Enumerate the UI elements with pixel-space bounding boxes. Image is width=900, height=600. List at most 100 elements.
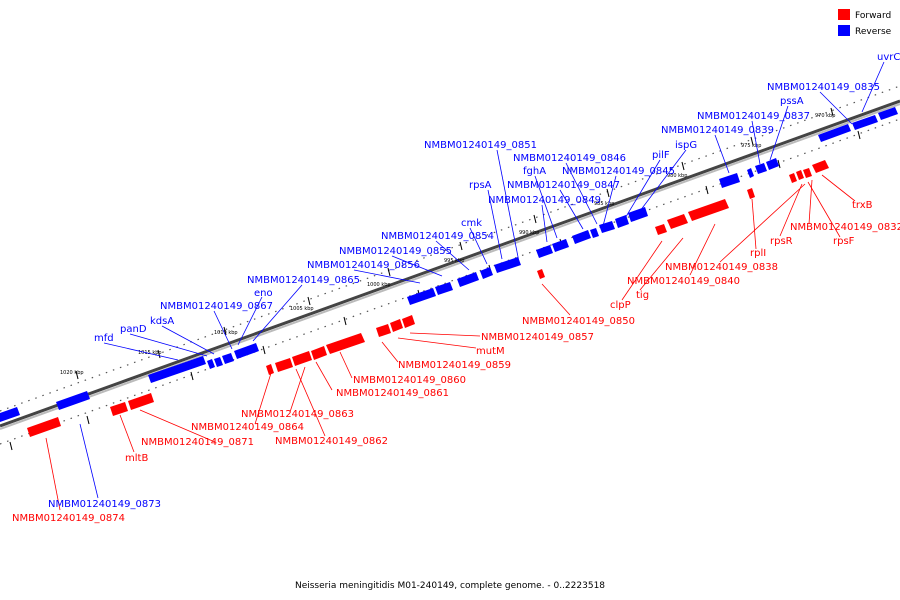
gene-label-reverse: NMBM01240149_0855 bbox=[339, 246, 452, 257]
gene-reverse bbox=[148, 356, 206, 383]
gene-reverse bbox=[615, 215, 629, 228]
gene-forward bbox=[655, 224, 667, 235]
gene-reverse bbox=[407, 288, 436, 305]
gene-forward bbox=[667, 214, 688, 229]
gene-label-forward: NMBM01240149_0832 bbox=[790, 222, 900, 233]
gene-forward bbox=[311, 346, 327, 360]
gene-label-reverse: NMBM01240149_0867 bbox=[160, 301, 273, 312]
gene-forward bbox=[326, 333, 365, 354]
gene-label-reverse: NMBM01240149_0847 bbox=[507, 180, 620, 191]
gene-reverse bbox=[457, 272, 479, 287]
gene-reverse bbox=[572, 230, 591, 244]
gene-label-reverse: NMBM01240149_0837 bbox=[697, 111, 810, 122]
gene-reverse bbox=[214, 357, 223, 367]
gene-forward bbox=[275, 358, 293, 372]
gene-label-forward: NMBM01240149_0861 bbox=[336, 388, 449, 399]
gene-label-reverse: cmk bbox=[461, 218, 482, 229]
tick-label: 1020 kbp bbox=[60, 370, 84, 376]
gene-label-reverse: eno bbox=[254, 288, 273, 299]
gene-label-reverse: kdsA bbox=[150, 316, 174, 327]
gene-label-forward: NMBM01240149_0850 bbox=[522, 316, 635, 327]
tick-label: 970 kbp bbox=[815, 113, 835, 119]
gene-label-forward: NMBM01240149_0874 bbox=[12, 513, 125, 524]
gene-label-reverse: NMBM01240149_0865 bbox=[247, 275, 360, 286]
reverse-genes bbox=[0, 107, 898, 422]
tick-label: 1000 kbp bbox=[367, 282, 391, 288]
gene-reverse bbox=[480, 267, 493, 279]
gene-label-forward: tig bbox=[636, 290, 649, 301]
gene-label-reverse: panD bbox=[120, 324, 147, 335]
tick-label: 1010 kbp bbox=[214, 330, 238, 336]
forward-labels: trxB NMBM01240149_0832 rpsF rpsR rplI NM… bbox=[12, 200, 900, 524]
gene-label-forward: rpsF bbox=[833, 236, 855, 247]
gene-label-forward: rpsR bbox=[770, 236, 793, 247]
gene-label-reverse: NMBM01240149_0839 bbox=[661, 125, 774, 136]
gene-forward bbox=[128, 393, 154, 410]
gene-reverse bbox=[536, 245, 553, 258]
tick-label: 1005 kbp bbox=[290, 306, 314, 312]
gene-forward bbox=[789, 173, 797, 183]
tick-label: 995 kbp bbox=[444, 258, 464, 264]
gene-reverse bbox=[719, 173, 740, 188]
gene-label-reverse: NMBM01240149_0846 bbox=[513, 153, 626, 164]
tick-label: 1015 kbp bbox=[138, 350, 162, 356]
gene-label-forward: NMBM01240149_0860 bbox=[353, 375, 466, 386]
gene-forward bbox=[747, 188, 755, 199]
tick-label: 985 kbp bbox=[594, 201, 614, 207]
gene-label-forward: trxB bbox=[852, 200, 873, 211]
gene-forward bbox=[402, 315, 415, 328]
gene-forward bbox=[537, 269, 545, 279]
legend-label-forward: Forward bbox=[855, 11, 891, 21]
gene-forward bbox=[390, 319, 403, 332]
gene-label-forward: NMBM01240149_0838 bbox=[665, 262, 778, 273]
gene-label-forward: rplI bbox=[750, 248, 766, 259]
gene-label-forward: NMBM01240149_0859 bbox=[398, 360, 511, 371]
gene-label-reverse: NMBM01240149_0849 bbox=[488, 195, 601, 206]
gene-reverse bbox=[599, 221, 615, 233]
gene-reverse bbox=[234, 343, 259, 359]
gene-reverse bbox=[0, 407, 20, 422]
gene-label-reverse: NMBM01240149_0873 bbox=[48, 499, 161, 510]
gene-reverse bbox=[435, 282, 453, 295]
gene-forward bbox=[688, 199, 729, 221]
gene-label-forward: NMBM01240149_0864 bbox=[191, 422, 304, 433]
gene-label-reverse: fghA bbox=[523, 166, 546, 177]
gene-reverse bbox=[852, 115, 878, 130]
tick-label: 975 kbp bbox=[741, 143, 761, 149]
gene-label-reverse: NMBM01240149_0851 bbox=[424, 140, 537, 151]
gene-forward bbox=[292, 351, 312, 366]
forward-genes bbox=[27, 160, 829, 437]
gene-label-reverse: NMBM01240149_0854 bbox=[381, 231, 494, 242]
gene-forward bbox=[376, 324, 391, 337]
gene-reverse bbox=[747, 168, 754, 178]
gene-forward bbox=[803, 168, 812, 178]
gene-label-reverse: NMBM01240149_0845 bbox=[562, 166, 675, 177]
gene-reverse bbox=[628, 207, 648, 222]
legend-swatch-reverse bbox=[838, 25, 850, 36]
reverse-labels: uvrC NMBM01240149_0835 pssA NMBM01240149… bbox=[48, 52, 900, 510]
gene-label-reverse: NMBM01240149_0835 bbox=[767, 82, 880, 93]
gene-label-reverse: pssA bbox=[780, 96, 804, 107]
gene-label-forward: clpP bbox=[610, 300, 631, 311]
gene-forward bbox=[266, 364, 274, 375]
gene-forward bbox=[110, 402, 128, 416]
gene-label-forward: NMBM01240149_0871 bbox=[141, 437, 254, 448]
legend-swatch-forward bbox=[838, 9, 850, 20]
gene-label-reverse: rpsA bbox=[469, 180, 492, 191]
gene-forward bbox=[812, 160, 829, 173]
map-caption: Neisseria meningitidis M01-240149, compl… bbox=[295, 581, 605, 591]
gene-forward bbox=[796, 170, 804, 180]
gene-forward bbox=[27, 417, 61, 437]
gene-reverse bbox=[818, 124, 851, 142]
scale-tick-labels: 970 kbp 975 kbp 980 kbp 985 kbp 990 kbp … bbox=[60, 113, 835, 376]
gene-label-forward: NMBM01240149_0862 bbox=[275, 436, 388, 447]
gene-label-forward: NMBM01240149_0863 bbox=[241, 409, 354, 420]
gene-label-reverse: NMBM01240149_0856 bbox=[307, 260, 420, 271]
tick-label: 980 kbp bbox=[667, 173, 687, 179]
gene-reverse bbox=[590, 228, 599, 238]
gene-reverse bbox=[56, 391, 90, 410]
gene-label-reverse: ispG bbox=[675, 140, 697, 151]
legend: Forward Reverse bbox=[838, 9, 892, 37]
gene-label-reverse: uvrC bbox=[877, 52, 900, 63]
